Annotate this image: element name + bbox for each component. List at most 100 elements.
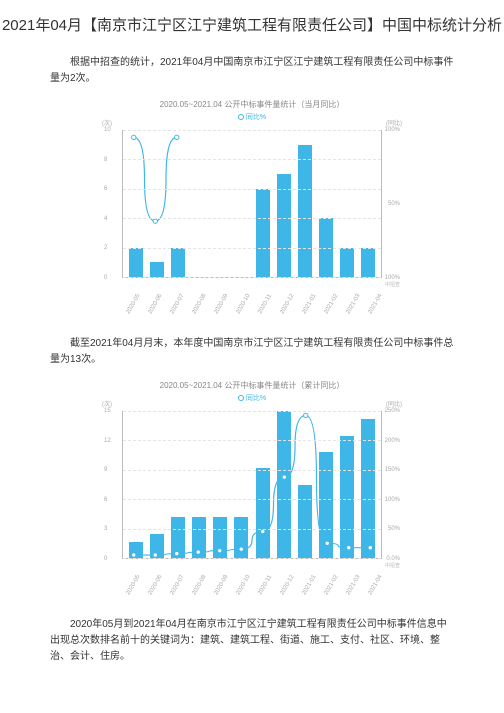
chart2-axis-area — [122, 411, 382, 559]
chart1-plot: (次) (同比) 2020-052020-062020-072020-08202… — [102, 126, 402, 296]
y-tick-left: 2 — [104, 245, 107, 251]
y-tick-right: 150% — [385, 467, 400, 473]
y-tick-right: 50% — [388, 526, 400, 532]
y-tick-left: 0 — [104, 556, 107, 562]
bar-slot — [210, 130, 231, 277]
bar-slot — [252, 130, 273, 277]
bar-slot — [210, 411, 231, 558]
bar — [171, 517, 185, 558]
x-label: 2021-04 — [367, 574, 383, 596]
bar — [298, 485, 312, 559]
x-label: 2020-06 — [147, 293, 163, 315]
x-label: 2021-03 — [345, 293, 361, 315]
bar — [234, 517, 248, 558]
chart2-y-right-unit: (同比) — [386, 399, 402, 408]
gridline — [123, 558, 381, 559]
bar-slot — [252, 411, 273, 558]
gridline — [123, 499, 381, 500]
y-tick-left: 0 — [104, 275, 107, 281]
x-label: 2021-02 — [323, 293, 339, 315]
gridline — [123, 440, 381, 441]
x-label: 2020-07 — [169, 293, 185, 315]
y-tick-right: 50% — [388, 201, 400, 207]
gridline — [123, 529, 381, 530]
x-label: 2020-08 — [191, 574, 207, 596]
bar-slot — [146, 130, 167, 277]
y-tick-left: 3 — [104, 526, 107, 532]
paragraph-1: 根据中招查的统计，2021年04月中国南京市江宁区江宁建筑工程有限责任公司中标事… — [0, 55, 504, 87]
y-tick-right: 0.0% — [386, 556, 400, 562]
bar — [213, 517, 227, 558]
bar — [129, 248, 143, 277]
bar-slot — [189, 411, 210, 558]
chart2-y-left-unit: (次) — [102, 399, 112, 408]
bar-slot — [316, 130, 337, 277]
chart2-plot: (次) (同比) 2020-052020-062020-072020-08202… — [102, 407, 402, 577]
gridline — [123, 277, 381, 278]
gridline — [123, 248, 381, 249]
bar-slot — [125, 130, 146, 277]
gridline — [123, 189, 381, 190]
bar-slot — [337, 411, 358, 558]
y-tick-left: 15 — [104, 408, 111, 414]
chart2-bars — [123, 411, 381, 558]
bar — [361, 248, 375, 277]
chart1-y-left-unit: (次) — [102, 118, 112, 127]
chart1-y-right-unit: (同比) — [386, 118, 402, 127]
bar — [298, 145, 312, 277]
bar-slot — [231, 411, 252, 558]
chart2-title: 2020.05~2021.04 公开中标事件量统计（累计同比） — [92, 380, 412, 391]
bar — [256, 189, 270, 277]
chart1-legend-text: 同比% — [246, 114, 266, 121]
chart2-right-caption: 中招查 — [385, 562, 400, 569]
bar-slot — [358, 411, 379, 558]
x-label: 2020-08 — [191, 293, 207, 315]
x-label: 2020-11 — [257, 293, 273, 315]
bar — [171, 248, 185, 277]
chart1-bars — [123, 130, 381, 277]
y-tick-left: 6 — [104, 186, 107, 192]
y-tick-right: 200% — [385, 438, 400, 444]
bar-slot — [273, 130, 294, 277]
chart1-right-caption: 中招查 — [385, 281, 400, 288]
bar-slot — [273, 411, 294, 558]
bar — [150, 534, 164, 559]
legend-marker-icon — [238, 114, 244, 120]
legend-marker-icon — [238, 395, 244, 401]
y-tick-left: 12 — [104, 438, 111, 444]
bar-slot — [125, 411, 146, 558]
gridline — [123, 159, 381, 160]
x-label: 2020-05 — [125, 293, 141, 315]
bar — [319, 452, 333, 558]
y-tick-right: 100% — [385, 275, 400, 281]
chart2-legend: 同比% — [92, 393, 412, 403]
chart1-axis-area — [122, 130, 382, 278]
x-label: 2020-12 — [279, 293, 295, 315]
bar-slot — [189, 130, 210, 277]
x-label: 2020-10 — [236, 574, 252, 596]
x-label: 2021-01 — [301, 574, 317, 596]
x-label: 2020-10 — [236, 293, 252, 315]
x-label: 2021-04 — [367, 293, 383, 315]
chart2-legend-text: 同比% — [246, 395, 266, 402]
x-label: 2020-05 — [125, 574, 141, 596]
chart2-x-labels: 2020-052020-062020-072020-082020-092020-… — [122, 575, 382, 581]
bar-slot — [167, 130, 188, 277]
chart-monthly: 2020.05~2021.04 公开中标事件量统计（当月同比） 同比% (次) … — [92, 99, 412, 296]
bar — [277, 411, 291, 558]
paragraph-3: 2020年05月到2021年04月在南京市江宁区江宁建筑工程有限责任公司中标事件… — [0, 617, 504, 665]
bar — [256, 468, 270, 558]
bar — [192, 517, 206, 558]
bar-slot — [294, 130, 315, 277]
x-label: 2020-12 — [279, 574, 295, 596]
chart1-x-labels: 2020-052020-062020-072020-082020-092020-… — [122, 294, 382, 300]
y-tick-left: 10 — [104, 127, 111, 133]
gridline — [123, 130, 381, 131]
chart1-title: 2020.05~2021.04 公开中标事件量统计（当月同比） — [92, 99, 412, 110]
y-tick-left: 9 — [104, 467, 107, 473]
y-tick-left: 6 — [104, 497, 107, 503]
y-tick-left: 8 — [104, 157, 107, 163]
gridline — [123, 470, 381, 471]
y-tick-left: 4 — [104, 216, 107, 222]
x-label: 2020-07 — [169, 574, 185, 596]
